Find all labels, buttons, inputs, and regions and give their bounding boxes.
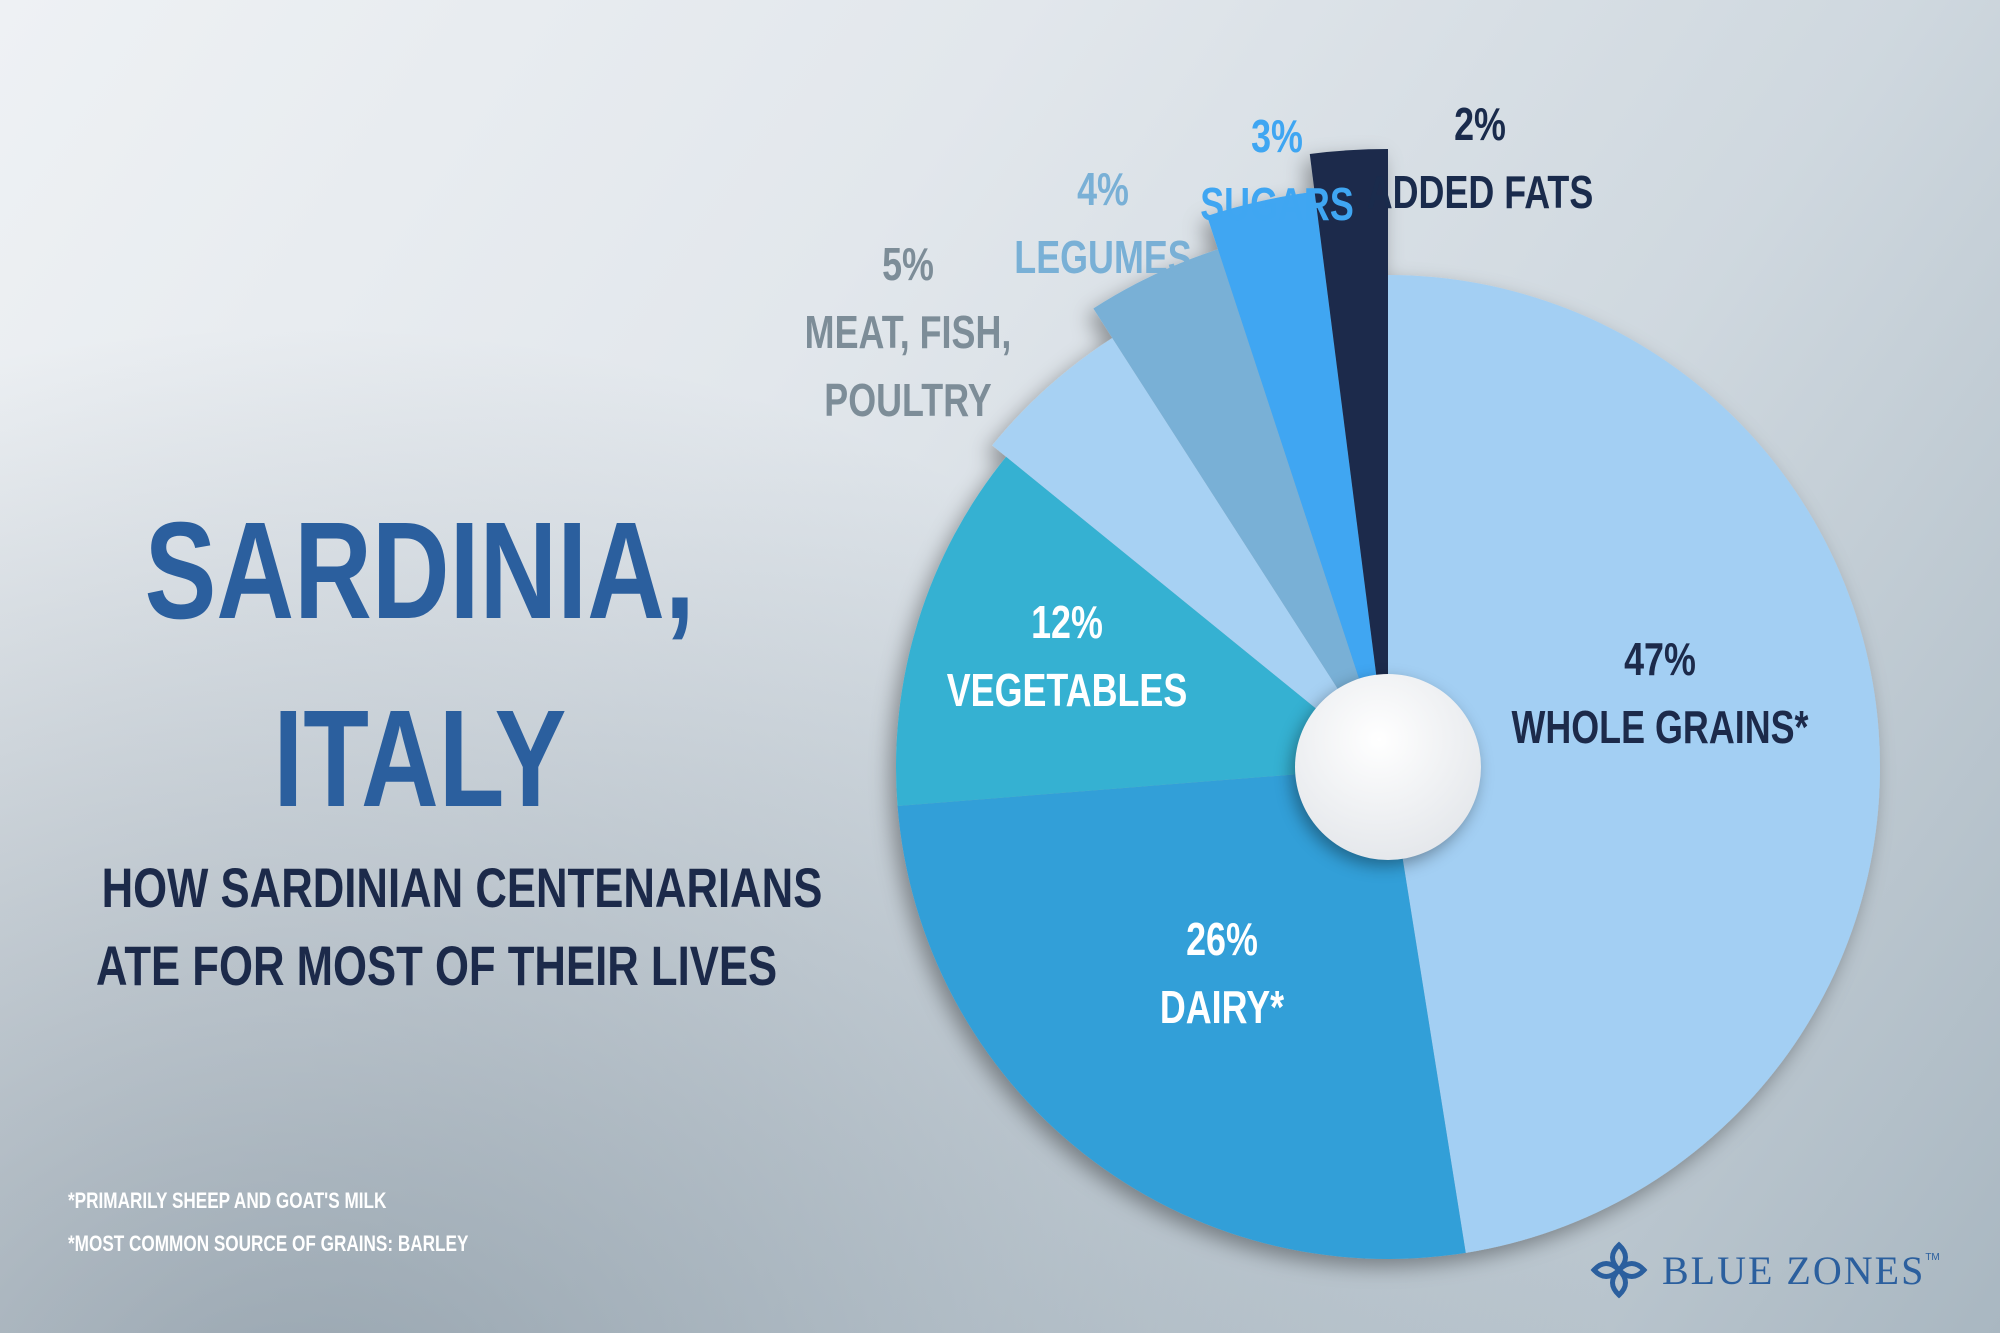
pie-slice-whole-grains — [1388, 275, 1881, 1253]
pie-slice-dairy — [897, 767, 1466, 1260]
subtitle-line-2: ATE FOR MOST OF THEIR LIVES — [96, 934, 778, 997]
slice-percent-label: 12% — [1031, 597, 1103, 648]
slice-category-label: DAIRY* — [1160, 982, 1285, 1033]
slice-percent-label: 3% — [1251, 111, 1303, 162]
pie-center-hole — [1295, 674, 1481, 860]
logo-trademark: TM — [1925, 1252, 1940, 1263]
footnote-grains: *MOST COMMON SOURCE OF GRAINS: BARLEY — [68, 1231, 469, 1256]
slice-category-label: VEGETABLES — [947, 665, 1188, 716]
page-title-line-1: SARDINIA, — [144, 494, 696, 648]
blue-zones-logo: BLUE ZONES TM — [1588, 1240, 1940, 1300]
blue-zones-logo-icon — [1590, 1241, 1648, 1299]
slice-category-label: MEAT, FISH, — [805, 307, 1012, 358]
pie-slice-added-fats — [1309, 149, 1388, 767]
pie-labels: 47% WHOLE GRAINS* 26% DAIRY* 12% VEGETABLES 5%… — [805, 99, 1810, 1033]
slice-category-label: POULTRY — [824, 375, 991, 426]
slice-percent-label: 4% — [1077, 164, 1129, 215]
logo-text: BLUE ZONES — [1662, 1247, 1926, 1293]
slice-percent-label: 26% — [1186, 914, 1258, 965]
slice-percent-label: 2% — [1454, 99, 1506, 150]
pie-slice-sugars — [1207, 191, 1388, 768]
slice-category-label: SUGARS — [1200, 179, 1354, 230]
slice-category-label: LEGUMES — [1014, 232, 1191, 283]
subtitle-line-1: HOW SARDINIAN CENTENARIANS — [101, 856, 823, 919]
pie-slice-meat-fish — [992, 337, 1388, 767]
pie-slice-vegetables — [896, 456, 1388, 806]
pie-slices — [896, 149, 1881, 1260]
footnote-dairy: *PRIMARILY SHEEP AND GOAT'S MILK — [68, 1188, 387, 1213]
slice-percent-label: 5% — [882, 239, 934, 290]
slice-percent-label: 47% — [1624, 634, 1696, 685]
page-title-line-2: ITALY — [273, 682, 567, 836]
slice-category-label: ADDED FATS — [1367, 167, 1594, 218]
slice-category-label: WHOLE GRAINS* — [1511, 702, 1809, 753]
pie-slice-legumes — [1093, 249, 1388, 767]
